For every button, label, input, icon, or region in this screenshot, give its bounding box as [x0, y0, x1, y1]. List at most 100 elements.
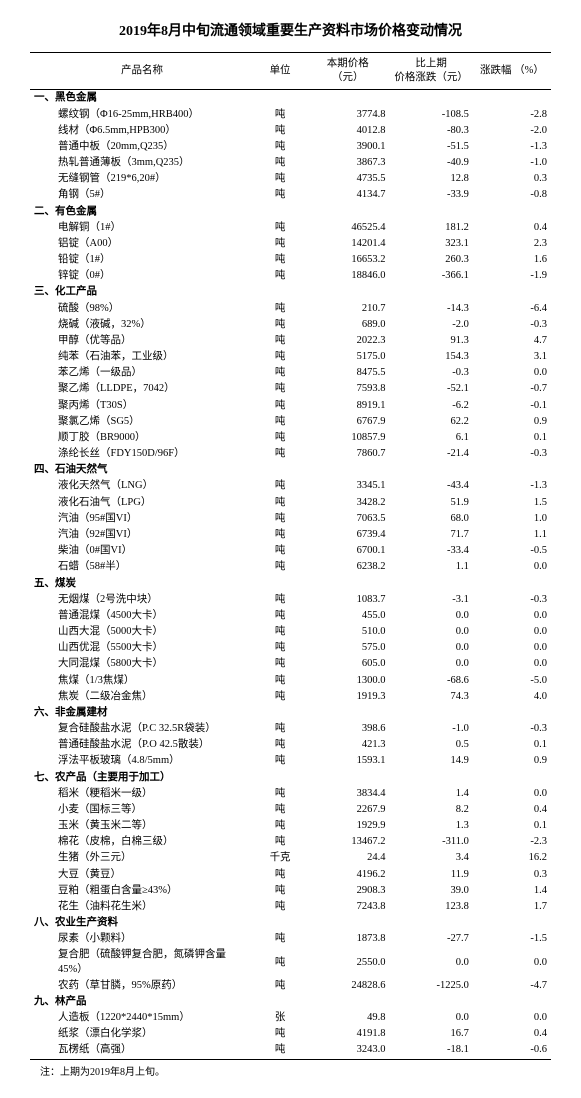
cell-pct: 0.0	[473, 1010, 551, 1026]
cell-price: 6700.1	[306, 543, 389, 559]
table-row: 石蜡（58#半）吨6238.21.10.0	[30, 559, 551, 575]
cell-name: 甲醇（优等品）	[30, 333, 254, 349]
cell-unit: 吨	[254, 220, 306, 236]
table-row: 花生（油料花生米）吨7243.8123.81.7	[30, 899, 551, 915]
cell-pct: -0.7	[473, 381, 551, 397]
cell-price: 398.6	[306, 721, 389, 737]
cell-price: 421.3	[306, 737, 389, 753]
cell-pct: -4.7	[473, 978, 551, 994]
cell-name: 普通中板（20mm,Q235）	[30, 139, 254, 155]
cell-pct: 0.3	[473, 867, 551, 883]
cell-delta: 0.0	[389, 608, 472, 624]
table-row: 聚丙烯（T30S）吨8919.1-6.2-0.1	[30, 398, 551, 414]
cell-pct: -0.8	[473, 187, 551, 203]
cell-name: 涤纶长丝（FDY150D/96F）	[30, 446, 254, 462]
cell-name: 复合肥（硫酸钾复合肥，氮磷钾含量45%）	[30, 947, 254, 977]
table-row: 尿素（小颗料）吨1873.8-27.7-1.5	[30, 931, 551, 947]
cell-price: 510.0	[306, 624, 389, 640]
cell-unit: 吨	[254, 689, 306, 705]
cell-price: 6739.4	[306, 527, 389, 543]
section-row: 五、煤炭	[30, 576, 551, 592]
cell-name: 豆粕（粗蛋白含量≥43%）	[30, 883, 254, 899]
cell-unit: 吨	[254, 1042, 306, 1059]
cell-name: 人造板（1220*2440*15mm）	[30, 1010, 254, 1026]
table-row: 线材（Φ6.5mm,HPB300）吨4012.8-80.3-2.0	[30, 123, 551, 139]
table-row: 普通混煤（4500大卡）吨455.00.00.0	[30, 608, 551, 624]
cell-unit: 吨	[254, 592, 306, 608]
cell-pct: -6.4	[473, 301, 551, 317]
cell-pct: -1.9	[473, 268, 551, 284]
table-row: 液化石油气（LPG）吨3428.251.91.5	[30, 495, 551, 511]
price-table: 产品名称 单位 本期价格 （元） 比上期 价格涨跌（元） 涨跌幅 （%） 一、黑…	[30, 52, 551, 1060]
cell-unit: 吨	[254, 349, 306, 365]
cell-price: 1593.1	[306, 753, 389, 769]
table-row: 顺丁胶（BR9000）吨10857.96.10.1	[30, 430, 551, 446]
cell-pct: -0.3	[473, 317, 551, 333]
cell-pct: -1.3	[473, 478, 551, 494]
cell-price: 210.7	[306, 301, 389, 317]
cell-price: 13467.2	[306, 834, 389, 850]
table-row: 浮法平板玻璃（4.8/5mm）吨1593.114.90.9	[30, 753, 551, 769]
cell-name: 瓦楞纸（高强）	[30, 1042, 254, 1059]
cell-unit: 吨	[254, 818, 306, 834]
cell-price: 4012.8	[306, 123, 389, 139]
cell-pct: 0.0	[473, 365, 551, 381]
table-row: 稻米（粳稻米一级）吨3834.41.40.0	[30, 786, 551, 802]
table-row: 大豆（黄豆）吨4196.211.90.3	[30, 867, 551, 883]
cell-unit: 吨	[254, 899, 306, 915]
cell-name: 山西优混（5500大卡）	[30, 640, 254, 656]
cell-unit: 吨	[254, 511, 306, 527]
cell-unit: 吨	[254, 753, 306, 769]
cell-delta: 323.1	[389, 236, 472, 252]
cell-unit: 吨	[254, 446, 306, 462]
section-header: 一、黑色金属	[30, 90, 551, 107]
cell-price: 3428.2	[306, 495, 389, 511]
cell-price: 1083.7	[306, 592, 389, 608]
cell-unit: 吨	[254, 155, 306, 171]
cell-name: 聚丙烯（T30S）	[30, 398, 254, 414]
cell-price: 4191.8	[306, 1026, 389, 1042]
cell-unit: 吨	[254, 721, 306, 737]
table-row: 烧碱（液碱，32%）吨689.0-2.0-0.3	[30, 317, 551, 333]
cell-pct: 4.0	[473, 689, 551, 705]
cell-delta: 1.1	[389, 559, 472, 575]
cell-delta: 1.3	[389, 818, 472, 834]
cell-name: 焦炭（二级冶金焦）	[30, 689, 254, 705]
table-row: 甲醇（优等品）吨2022.391.34.7	[30, 333, 551, 349]
cell-name: 大豆（黄豆）	[30, 867, 254, 883]
cell-price: 4735.5	[306, 171, 389, 187]
cell-price: 2550.0	[306, 947, 389, 977]
cell-pct: 0.0	[473, 608, 551, 624]
cell-pct: 0.1	[473, 430, 551, 446]
cell-pct: -1.5	[473, 931, 551, 947]
cell-pct: 2.3	[473, 236, 551, 252]
table-row: 螺纹钢（Φ16-25mm,HRB400）吨3774.8-108.5-2.8	[30, 107, 551, 123]
cell-name: 顺丁胶（BR9000）	[30, 430, 254, 446]
cell-delta: -33.9	[389, 187, 472, 203]
cell-pct: 0.4	[473, 802, 551, 818]
table-row: 液化天然气（LNG）吨3345.1-43.4-1.3	[30, 478, 551, 494]
table-row: 人造板（1220*2440*15mm）张49.80.00.0	[30, 1010, 551, 1026]
table-row: 焦炭（二级冶金焦）吨1919.374.34.0	[30, 689, 551, 705]
cell-delta: -3.1	[389, 592, 472, 608]
cell-pct: 0.9	[473, 414, 551, 430]
cell-delta: 123.8	[389, 899, 472, 915]
cell-name: 浮法平板玻璃（4.8/5mm）	[30, 753, 254, 769]
cell-pct: -0.3	[473, 446, 551, 462]
cell-unit: 吨	[254, 398, 306, 414]
cell-name: 纯苯（石油苯，工业级）	[30, 349, 254, 365]
cell-pct: -2.3	[473, 834, 551, 850]
cell-name: 柴油（0#国VI）	[30, 543, 254, 559]
cell-delta: 6.1	[389, 430, 472, 446]
table-row: 汽油（95#国VI）吨7063.568.01.0	[30, 511, 551, 527]
cell-pct: -5.0	[473, 673, 551, 689]
col-header-price: 本期价格 （元）	[306, 53, 389, 90]
cell-unit: 吨	[254, 414, 306, 430]
cell-price: 7243.8	[306, 899, 389, 915]
table-row: 复合硅酸盐水泥（P.C 32.5R袋装）吨398.6-1.0-0.3	[30, 721, 551, 737]
cell-price: 455.0	[306, 608, 389, 624]
cell-delta: 8.2	[389, 802, 472, 818]
table-row: 纯苯（石油苯，工业级）吨5175.0154.33.1	[30, 349, 551, 365]
cell-delta: 0.0	[389, 947, 472, 977]
cell-delta: -18.1	[389, 1042, 472, 1059]
